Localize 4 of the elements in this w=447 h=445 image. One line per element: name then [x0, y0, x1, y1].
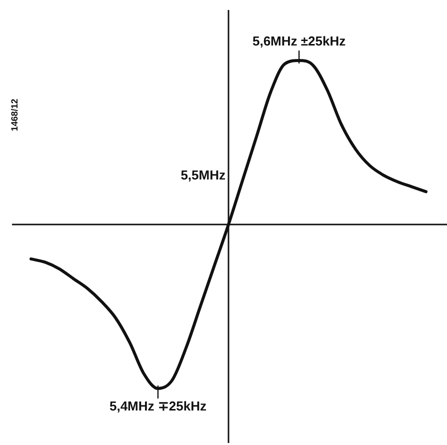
annotation: 5,6MHz ±25kHz: [252, 34, 346, 49]
annotation: 1468/12: [9, 98, 20, 132]
annotation: 5,4MHz ∓25kHz: [109, 398, 207, 414]
annotation: 5,5MHz: [180, 168, 226, 183]
